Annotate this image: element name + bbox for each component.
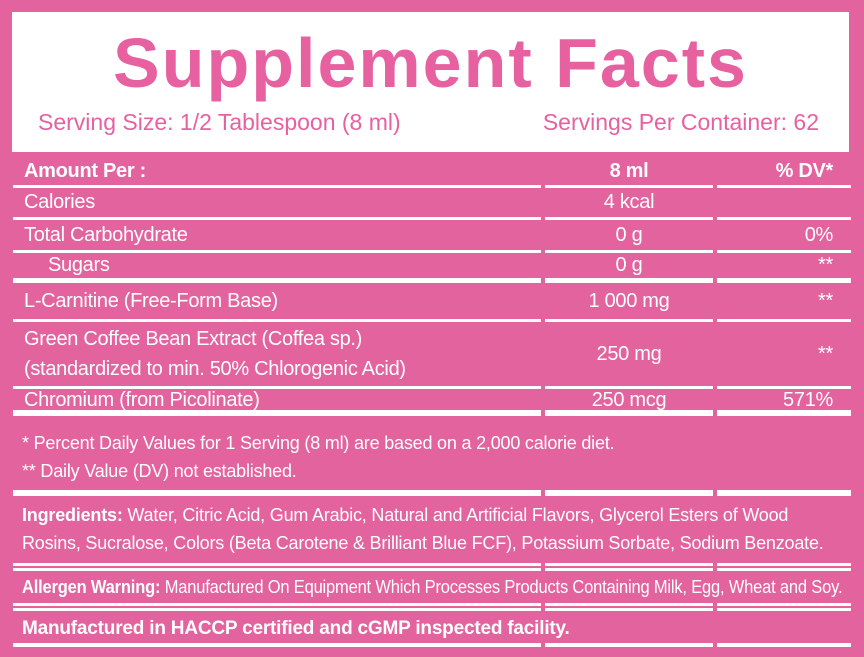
footnotes: * Percent Daily Values for 1 Serving (8 … [13, 423, 851, 485]
ingredients-paragraph: Ingredients: Water, Citric Acid, Gum Ara… [13, 496, 851, 563]
nutrient-name: Chromium (from Picolinate) [24, 389, 260, 411]
table-row: Chromium (from Picolinate) 250 mcg 571% [13, 389, 851, 411]
facts-panel: Amount Per : 8 ml % DV* Calories 4 kcal … [13, 152, 851, 647]
allergen-paragraph: Allergen Warning: Manufactured On Equipm… [13, 571, 851, 603]
divider [13, 250, 851, 253]
not-established-footnote: ** Daily Value (DV) not established. [22, 461, 297, 481]
nutrient-name: Total Carbohydrate [24, 223, 188, 246]
divider-thick [13, 490, 851, 496]
divider [13, 185, 851, 188]
dv-footnote: * Percent Daily Values for 1 Serving (8 … [22, 433, 615, 453]
nutrient-amount: 250 mg [596, 342, 662, 365]
serving-info-row: Serving Size: 1/2 Tablespoon (8 ml) Serv… [12, 106, 849, 138]
divider-thick [13, 410, 851, 416]
nutrient-name: Green Coffee Bean Extract (Coffea sp.) (… [13, 324, 541, 384]
divider [13, 386, 851, 389]
allergen-text: Manufactured On Equipment Which Processe… [160, 576, 843, 597]
nutrient-amount: 4 kcal [603, 191, 655, 213]
page-title: Supplement Facts [113, 24, 748, 102]
nutrient-name: Sugars [48, 254, 110, 276]
table-header-row: Amount Per : 8 ml % DV* [13, 157, 851, 185]
nutrient-dv: 571% [783, 389, 833, 411]
nutrient-dv: 0% [804, 223, 834, 246]
divider-double [13, 603, 851, 611]
servings-per-container-text: Servings Per Container: 62 [542, 109, 819, 135]
nutrient-name-line2: (standardized to min. 50% Chlorogenic Ac… [24, 358, 406, 380]
dv-column-header: % DV* [775, 159, 834, 182]
allergen-line: Allergen Warning: Manufactured On Equipm… [22, 573, 843, 601]
nutrient-name-line1: Green Coffee Bean Extract (Coffea sp.) [24, 328, 363, 350]
divider [13, 319, 851, 322]
supplement-facts-label: { "colors": { "pink": "#e2639d", "title_… [0, 12, 864, 657]
serving-amount-column-header: 8 ml [609, 159, 649, 182]
table-row: Sugars 0 g ** [13, 253, 851, 278]
nutrient-amount: 250 mcg [591, 389, 667, 411]
allergen-label: Allergen Warning: [22, 576, 161, 597]
nutrient-amount: 0 g [615, 254, 643, 276]
table-row: L-Carnitine (Free-Form Base) 1 000 mg ** [13, 283, 851, 319]
facility-note-text: Manufactured in HACCP certified and cGMP… [22, 618, 570, 639]
nutrient-dv: ** [818, 289, 833, 312]
ingredients-text: Water, Citric Acid, Gum Arabic, Natural … [22, 505, 824, 553]
table-row: Total Carbohydrate 0 g 0% [13, 220, 851, 250]
amount-per-label: Amount Per : [24, 159, 146, 182]
divider [13, 217, 851, 220]
nutrient-amount: 0 g [615, 223, 643, 246]
nutrient-name: Calories [24, 191, 95, 213]
nutrient-dv: ** [818, 254, 833, 276]
nutrient-name: L-Carnitine (Free-Form Base) [24, 289, 278, 312]
label-header: Supplement Facts Serving Size: 1/2 Table… [12, 12, 849, 152]
divider-double [13, 563, 851, 571]
divider-thick [13, 278, 851, 283]
table-row: Green Coffee Bean Extract (Coffea sp.) (… [13, 322, 851, 386]
nutrient-dv: ** [818, 342, 833, 365]
ingredients-label: Ingredients: [22, 505, 123, 525]
facility-note: Manufactured in HACCP certified and cGMP… [13, 615, 851, 643]
serving-size-text: Serving Size: 1/2 Tablespoon (8 ml) [38, 109, 401, 135]
table-row: Calories 4 kcal [13, 188, 851, 217]
divider [13, 643, 851, 647]
nutrient-amount: 1 000 mg [588, 289, 670, 312]
